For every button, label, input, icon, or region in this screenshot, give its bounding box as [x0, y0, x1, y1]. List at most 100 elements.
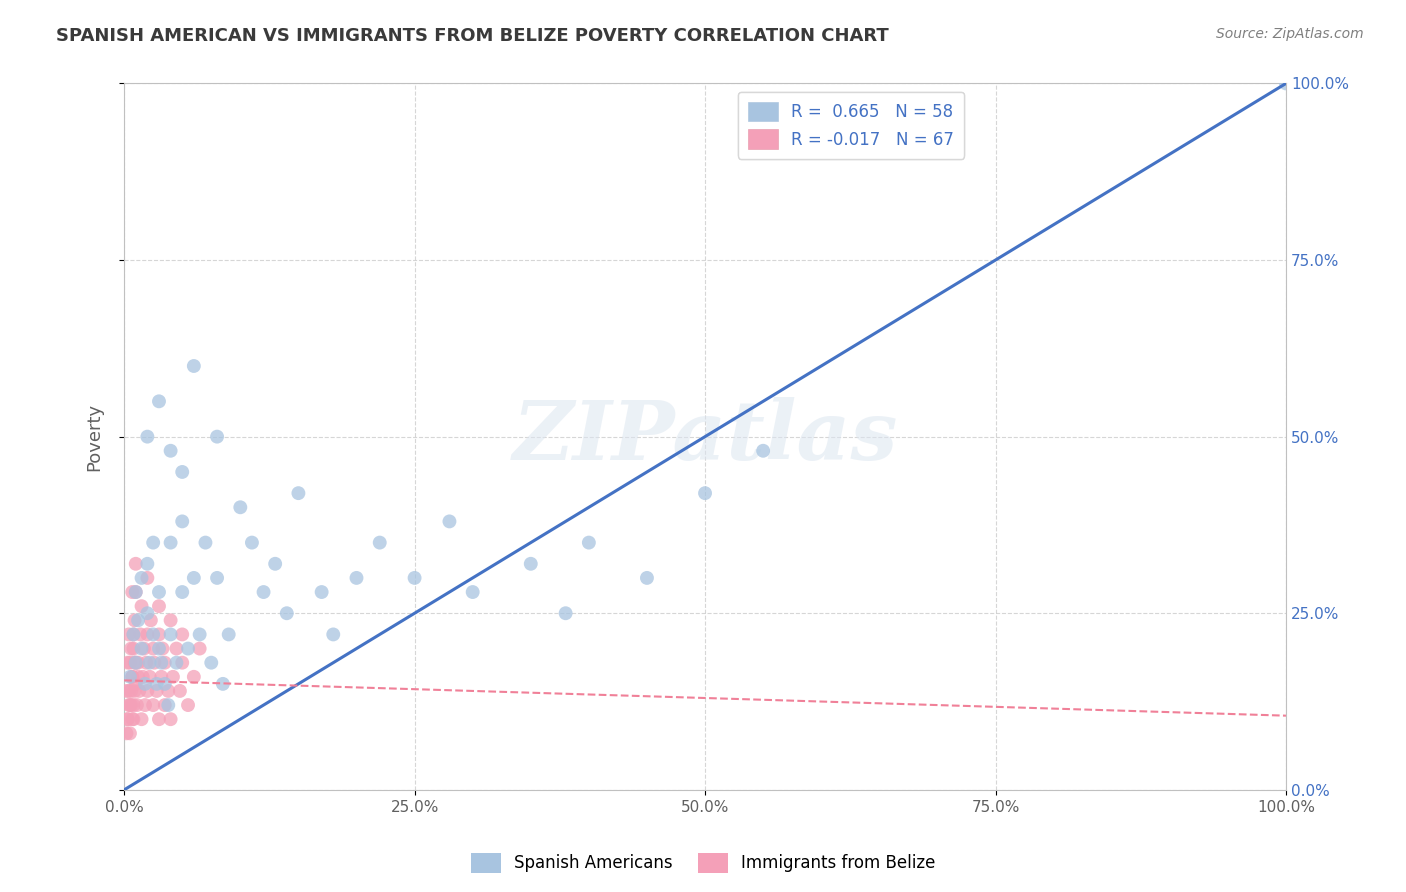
- Point: [124, 656, 146, 670]
- Point: [128, 684, 150, 698]
- Point: [693, 486, 716, 500]
- Point: [125, 698, 148, 712]
- Point: [118, 656, 141, 670]
- Point: [159, 712, 181, 726]
- Point: [138, 670, 160, 684]
- Point: [132, 670, 155, 684]
- Point: [118, 684, 141, 698]
- Point: [118, 670, 141, 684]
- Point: [125, 677, 148, 691]
- Text: Source: ZipAtlas.com: Source: ZipAtlas.com: [1216, 27, 1364, 41]
- Point: [172, 627, 194, 641]
- Point: [125, 585, 148, 599]
- Point: [404, 571, 426, 585]
- Point: [145, 677, 167, 691]
- Point: [131, 571, 153, 585]
- Point: [135, 656, 157, 670]
- Point: [127, 656, 149, 670]
- Point: [188, 641, 211, 656]
- Point: [520, 557, 543, 571]
- Point: [122, 627, 145, 641]
- Point: [132, 641, 155, 656]
- Point: [157, 684, 180, 698]
- Point: [122, 641, 145, 656]
- Point: [148, 712, 170, 726]
- Point: [172, 465, 194, 479]
- Point: [117, 712, 139, 726]
- Point: [142, 535, 165, 549]
- Point: [115, 684, 138, 698]
- Point: [264, 557, 287, 571]
- Point: [148, 641, 170, 656]
- Point: [439, 515, 461, 529]
- Point: [346, 571, 368, 585]
- Point: [165, 656, 187, 670]
- Point: [139, 613, 162, 627]
- Point: [752, 443, 775, 458]
- Point: [142, 698, 165, 712]
- Point: [134, 698, 156, 712]
- Point: [121, 585, 143, 599]
- Point: [120, 684, 142, 698]
- Point: [125, 557, 148, 571]
- Point: [122, 627, 145, 641]
- Point: [121, 670, 143, 684]
- Point: [200, 656, 222, 670]
- Point: [183, 359, 205, 373]
- Point: [136, 684, 159, 698]
- Point: [311, 585, 333, 599]
- Point: [124, 684, 146, 698]
- Point: [118, 698, 141, 712]
- Point: [145, 684, 167, 698]
- Point: [153, 656, 176, 670]
- Point: [125, 585, 148, 599]
- Point: [177, 641, 200, 656]
- Point: [183, 670, 205, 684]
- Point: [127, 613, 149, 627]
- Point: [229, 500, 252, 515]
- Point: [118, 698, 141, 712]
- Point: [159, 535, 181, 549]
- Point: [142, 641, 165, 656]
- Point: [115, 726, 138, 740]
- Point: [129, 627, 152, 641]
- Point: [252, 585, 274, 599]
- Point: [1275, 77, 1298, 91]
- Point: [240, 535, 263, 549]
- Point: [121, 670, 143, 684]
- Point: [143, 656, 166, 670]
- Point: [131, 641, 153, 656]
- Point: [287, 486, 309, 500]
- Text: ZIPatlas: ZIPatlas: [512, 397, 898, 476]
- Point: [218, 627, 240, 641]
- Point: [142, 627, 165, 641]
- Point: [127, 670, 149, 684]
- Point: [118, 726, 141, 740]
- Point: [131, 712, 153, 726]
- Point: [136, 627, 159, 641]
- Point: [159, 627, 181, 641]
- Point: [136, 606, 159, 620]
- Point: [136, 430, 159, 444]
- Point: [150, 656, 173, 670]
- Point: [153, 677, 176, 691]
- Point: [461, 585, 484, 599]
- Point: [153, 698, 176, 712]
- Point: [138, 656, 160, 670]
- Point: [124, 613, 146, 627]
- Point: [172, 585, 194, 599]
- Point: [188, 627, 211, 641]
- Point: [183, 571, 205, 585]
- Point: [148, 394, 170, 409]
- Point: [120, 641, 142, 656]
- Legend: R =  0.665   N = 58, R = -0.017   N = 67: R = 0.665 N = 58, R = -0.017 N = 67: [738, 92, 965, 159]
- Point: [172, 515, 194, 529]
- Point: [205, 430, 228, 444]
- Text: SPANISH AMERICAN VS IMMIGRANTS FROM BELIZE POVERTY CORRELATION CHART: SPANISH AMERICAN VS IMMIGRANTS FROM BELI…: [56, 27, 889, 45]
- Point: [177, 698, 200, 712]
- Point: [134, 677, 156, 691]
- Point: [148, 627, 170, 641]
- Point: [121, 712, 143, 726]
- Point: [169, 684, 191, 698]
- Point: [554, 606, 576, 620]
